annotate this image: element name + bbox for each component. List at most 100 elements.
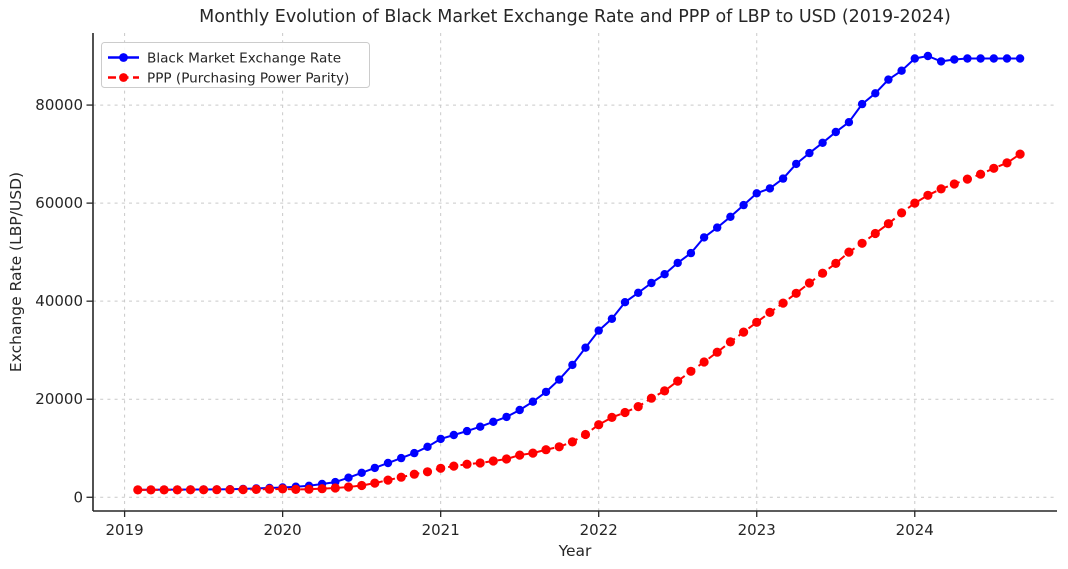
- data-point: [857, 238, 867, 248]
- data-point: [765, 307, 775, 317]
- data-point: [633, 402, 643, 412]
- gridlines: [93, 33, 1057, 511]
- legend-line-samples: [108, 53, 139, 82]
- data-point: [199, 485, 209, 495]
- data-point: [515, 405, 524, 415]
- data-point: [607, 412, 617, 422]
- data-point: [950, 55, 959, 64]
- data-point: [910, 54, 919, 63]
- data-point: [1002, 158, 1012, 168]
- data-point: [133, 485, 143, 495]
- data-point: [396, 472, 406, 482]
- data-point: [317, 484, 327, 494]
- data-point: [936, 184, 946, 194]
- legend-label-ppp: PPP (Purchasing Power Parity): [147, 71, 349, 87]
- data-point: [936, 57, 946, 66]
- x-tick-label-2020: 2020: [264, 521, 302, 539]
- data-point: [805, 148, 814, 158]
- data-point: [686, 366, 696, 376]
- data-point: [410, 448, 419, 458]
- y-axis-label: Exchange Rate (LBP/USD): [7, 172, 25, 372]
- series-line: [137, 153, 1021, 491]
- data-point: [554, 442, 564, 452]
- data-point: [594, 420, 604, 430]
- data-point: [765, 184, 775, 193]
- data-point: [343, 482, 354, 492]
- data-point: [436, 463, 446, 473]
- data-point: [976, 169, 986, 179]
- data-point: [515, 450, 525, 460]
- y-tick-label-60000: 60000: [35, 194, 83, 212]
- legend-sample-marker-0: [119, 53, 128, 62]
- data-point: [673, 376, 683, 386]
- data-point: [989, 163, 999, 173]
- data-point: [409, 469, 419, 479]
- data-point: [370, 463, 379, 473]
- data-point: [660, 270, 669, 279]
- data-point: [462, 459, 472, 469]
- data-point: [739, 200, 748, 210]
- data-point: [528, 397, 538, 406]
- data-point: [791, 288, 801, 298]
- y-tick-label-0: 0: [73, 488, 83, 506]
- data-point: [449, 430, 458, 440]
- data-point: [646, 393, 657, 403]
- x-tick-label-2024: 2024: [896, 521, 934, 539]
- data-point: [304, 484, 314, 494]
- legend-box: [101, 42, 370, 88]
- data-point: [831, 127, 840, 137]
- data-point: [475, 458, 485, 468]
- data-point: [923, 51, 933, 61]
- data-point: [501, 454, 512, 464]
- data-point: [449, 461, 459, 471]
- y-tick-label-20000: 20000: [35, 390, 83, 408]
- series-line: [137, 55, 1021, 491]
- data-point: [870, 228, 880, 239]
- data-point: [580, 429, 591, 440]
- x-tick-labels: 2019 2020 2021 2022 2023 2024: [106, 521, 934, 539]
- data-point: [172, 485, 182, 495]
- data-point: [370, 478, 380, 488]
- data-point: [897, 66, 906, 75]
- data-point: [291, 484, 301, 494]
- data-point: [686, 248, 696, 258]
- data-point: [752, 189, 761, 198]
- data-point: [238, 485, 248, 495]
- data-point: [1015, 54, 1025, 63]
- data-point: [897, 208, 907, 218]
- data-point: [423, 442, 432, 451]
- data-point: [726, 212, 735, 221]
- legend-label-black-market: Black Market Exchange Rate: [147, 51, 341, 67]
- data-point: [871, 89, 880, 98]
- data-point: [1002, 54, 1012, 63]
- data-point: [620, 407, 630, 418]
- data-point: [910, 198, 920, 208]
- data-point: [634, 288, 643, 297]
- data-point: [620, 298, 630, 307]
- data-point: [725, 337, 736, 347]
- data-point: [344, 473, 353, 482]
- x-tick-label-2021: 2021: [422, 521, 460, 539]
- data-point: [357, 468, 366, 477]
- data-point: [264, 484, 275, 494]
- data-point: [818, 138, 827, 147]
- data-point: [278, 484, 288, 494]
- x-tick-label-2023: 2023: [738, 521, 776, 539]
- data-point: [962, 174, 973, 184]
- data-point: [357, 480, 367, 491]
- data-point: [528, 448, 538, 458]
- data-point: [673, 258, 682, 268]
- data-point: [383, 475, 393, 485]
- data-point: [330, 483, 340, 493]
- data-point: [159, 485, 169, 495]
- data-point: [567, 437, 578, 447]
- data-point: [422, 467, 433, 477]
- data-point: [146, 485, 156, 495]
- data-point: [502, 412, 511, 422]
- x-axis-label: Year: [558, 542, 592, 560]
- data-point: [923, 190, 933, 200]
- data-point: [884, 75, 893, 84]
- data-point: [976, 54, 985, 63]
